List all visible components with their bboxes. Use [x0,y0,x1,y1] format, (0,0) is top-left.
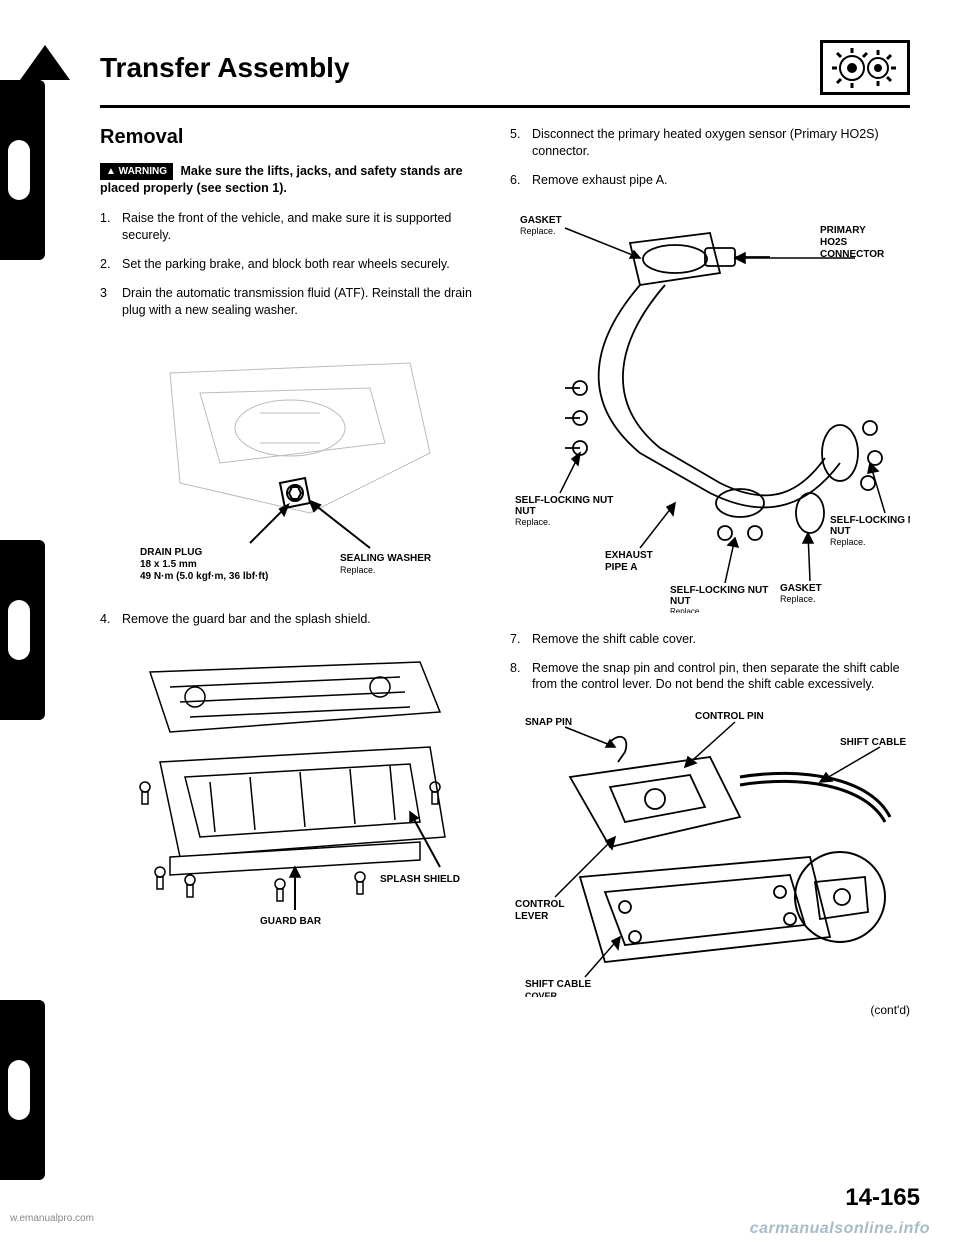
right-column: 5.Disconnect the primary heated oxygen s… [510,126,910,1035]
fig3-gasket-top-note: Replace. [520,226,556,236]
section-heading: Removal [100,126,480,149]
fig2-splash-shield-label: SPLASH SHIELD [380,874,460,885]
fig4-control-lever: CONTROL [515,899,564,910]
svg-text:LEVER: LEVER [515,911,549,922]
left-column: Removal ▲ WARNING Make sure the lifts, j… [100,126,480,1035]
fig3-selflock-l: SELF-LOCKING NUT [515,495,613,506]
fig3-exhaust-pipe: EXHAUST [605,550,653,561]
fig4-control-pin: CONTROL PIN [695,711,764,722]
steps-right-2: 7.Remove the shift cable cover. 8.Remove… [510,631,910,694]
gear-mesh-icon [820,40,910,95]
header-rule [100,105,910,108]
svg-text:NUT: NUT [515,506,536,517]
step-item: 6.Remove exhaust pipe A. [510,172,910,189]
warning-paragraph: ▲ WARNING Make sure the lifts, jacks, an… [100,163,480,196]
figure-guard-bar: SPLASH SHIELD GUARD BAR [100,642,480,932]
steps-right-1: 5.Disconnect the primary heated oxygen s… [510,126,910,189]
fig4-shift-cable-cover: SHIFT CABLE [525,979,591,990]
step-item: 7.Remove the shift cable cover. [510,631,910,648]
fig3-gasket-top: GASKET [520,215,562,226]
binder-tab [0,1000,45,1180]
fig1-drain-plug-label: DRAIN PLUG [140,547,202,558]
fig3-gasket-b: GASKET [780,583,822,594]
warning-badge: ▲ WARNING [100,163,173,180]
binder-tab [0,80,45,260]
fig1-drain-plug-torque: 49 N·m (5.0 kgf·m, 36 lbf·ft) [140,571,268,582]
fig3-selflock-l-note: Replace. [515,517,551,527]
page-content: Transfer Assembly [60,0,940,1200]
figure-drain-plug: DRAIN PLUG 18 x 1.5 mm 49 N·m (5.0 kgf·m… [100,333,480,593]
footer-url: w.emanualpro.com [10,1213,94,1224]
fig4-snap-pin: SNAP PIN [525,717,572,728]
svg-text:Replace.: Replace. [780,594,816,604]
step-item: 5.Disconnect the primary heated oxygen s… [510,126,910,160]
fig3-primary-ho2s: PRIMARY [820,225,866,236]
fig3-selflock-r: SELF-LOCKING NUT [830,515,910,526]
binder-tab [0,540,45,720]
svg-text:NUT: NUT [670,596,691,607]
svg-text:Replace.: Replace. [830,537,866,547]
fig3-selflock-b: SELF-LOCKING NUT [670,585,768,596]
svg-text:PIPE A: PIPE A [605,562,637,573]
fig1-sealing-washer-note: Replace. [340,565,376,575]
fig4-shift-cable: SHIFT CABLE [840,737,906,748]
figure-exhaust-pipe: GASKET Replace. PRIMARY HO2S CONNECTOR S… [510,203,910,613]
page-title: Transfer Assembly [100,52,350,84]
steps-left-cont: 4.Remove the guard bar and the splash sh… [100,611,480,628]
figure-shift-cable: SNAP PIN CONTROL PIN SHIFT CABLE CONTROL… [510,707,910,1017]
fig2-guard-bar-label: GUARD BAR [260,916,322,927]
svg-text:NUT: NUT [830,526,851,537]
page-number: 14-165 [845,1184,920,1212]
watermark: carmanualsonline.info [750,1220,930,1238]
fig1-sealing-washer-label: SEALING WASHER [340,553,432,564]
contd-note: (cont'd) [510,1003,910,1017]
step-item: 8.Remove the snap pin and control pin, t… [510,660,910,694]
step-item: 3Drain the automatic transmission fluid … [100,285,480,319]
step-item: 2.Set the parking brake, and block both … [100,256,480,273]
svg-text:HO2S: HO2S [820,237,848,248]
step-item: 1.Raise the front of the vehicle, and ma… [100,210,480,244]
svg-text:CONNECTOR: CONNECTOR [820,249,885,260]
step-item: 4.Remove the guard bar and the splash sh… [100,611,480,628]
fig1-drain-plug-spec: 18 x 1.5 mm [140,559,197,570]
svg-text:Replace.: Replace. [670,607,702,613]
steps-left: 1.Raise the front of the vehicle, and ma… [100,210,480,318]
svg-text:COVER: COVER [525,991,558,997]
